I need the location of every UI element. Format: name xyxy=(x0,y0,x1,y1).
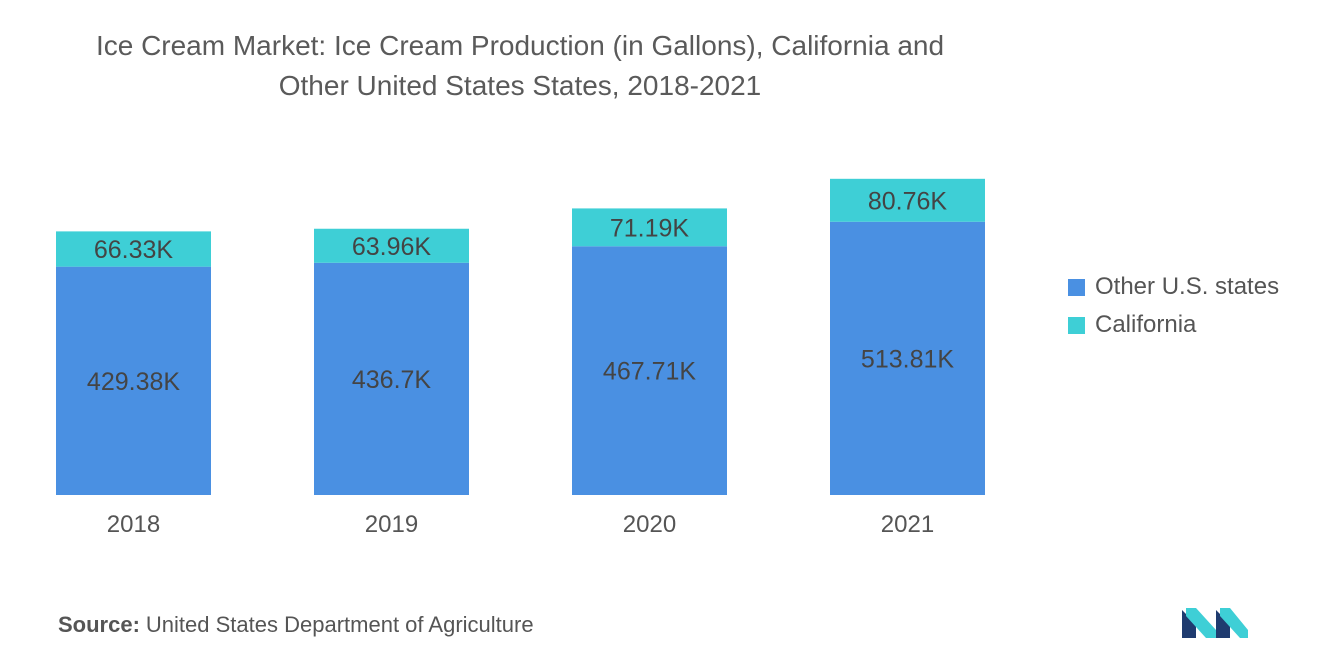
chart-title-line1: Ice Cream Market: Ice Cream Production (… xyxy=(95,30,945,61)
legend-item-other[interactable]: Other U.S. states xyxy=(1068,268,1279,306)
bar-other-2018[interactable] xyxy=(56,266,211,495)
x-tick-label-2019: 2019 xyxy=(365,511,418,538)
bar-other-2021[interactable] xyxy=(830,221,985,495)
data-label-california-2021: 80.76K xyxy=(868,187,948,215)
legend-label-other: Other U.S. states xyxy=(1095,273,1280,300)
bar-other-2020[interactable] xyxy=(572,246,727,495)
bar-california-2018[interactable] xyxy=(56,231,211,267)
legend-swatch-other xyxy=(1068,278,1085,296)
data-label-other-2018: 429.38K xyxy=(87,368,180,396)
bar-california-2020[interactable] xyxy=(572,208,727,247)
data-label-other-2020: 467.71K xyxy=(603,358,696,386)
source-note: Source: United States Department of Agric… xyxy=(58,612,534,638)
data-label-other-2019: 436.7K xyxy=(352,366,432,394)
source-text: United States Department of Agriculture xyxy=(145,612,534,637)
source-label: Source: xyxy=(58,612,140,637)
mordor-intelligence-logo-icon xyxy=(1182,604,1250,645)
bar-california-2019[interactable] xyxy=(314,228,469,263)
legend-swatch-california xyxy=(1068,316,1085,334)
x-tick-label-2021: 2021 xyxy=(881,511,934,538)
data-label-california-2018: 66.33K xyxy=(94,236,174,264)
data-label-california-2019: 63.96K xyxy=(352,233,432,261)
bar-california-2021[interactable] xyxy=(830,178,985,222)
legend-label-california: California xyxy=(1095,311,1197,338)
chart-legend: Other U.S. states California xyxy=(1068,268,1279,344)
chart-title-line2: Other United States States, 2018-2021 xyxy=(278,70,762,101)
data-label-other-2021: 513.81K xyxy=(861,345,954,373)
legend-item-california[interactable]: California xyxy=(1068,306,1279,344)
data-label-california-2020: 71.19K xyxy=(610,214,690,242)
chart-title: Ice Cream Market: Ice Cream Production (… xyxy=(0,26,1040,106)
bar-other-2019[interactable] xyxy=(314,262,469,495)
x-tick-label-2020: 2020 xyxy=(623,511,676,538)
x-tick-label-2018: 2018 xyxy=(107,511,160,538)
